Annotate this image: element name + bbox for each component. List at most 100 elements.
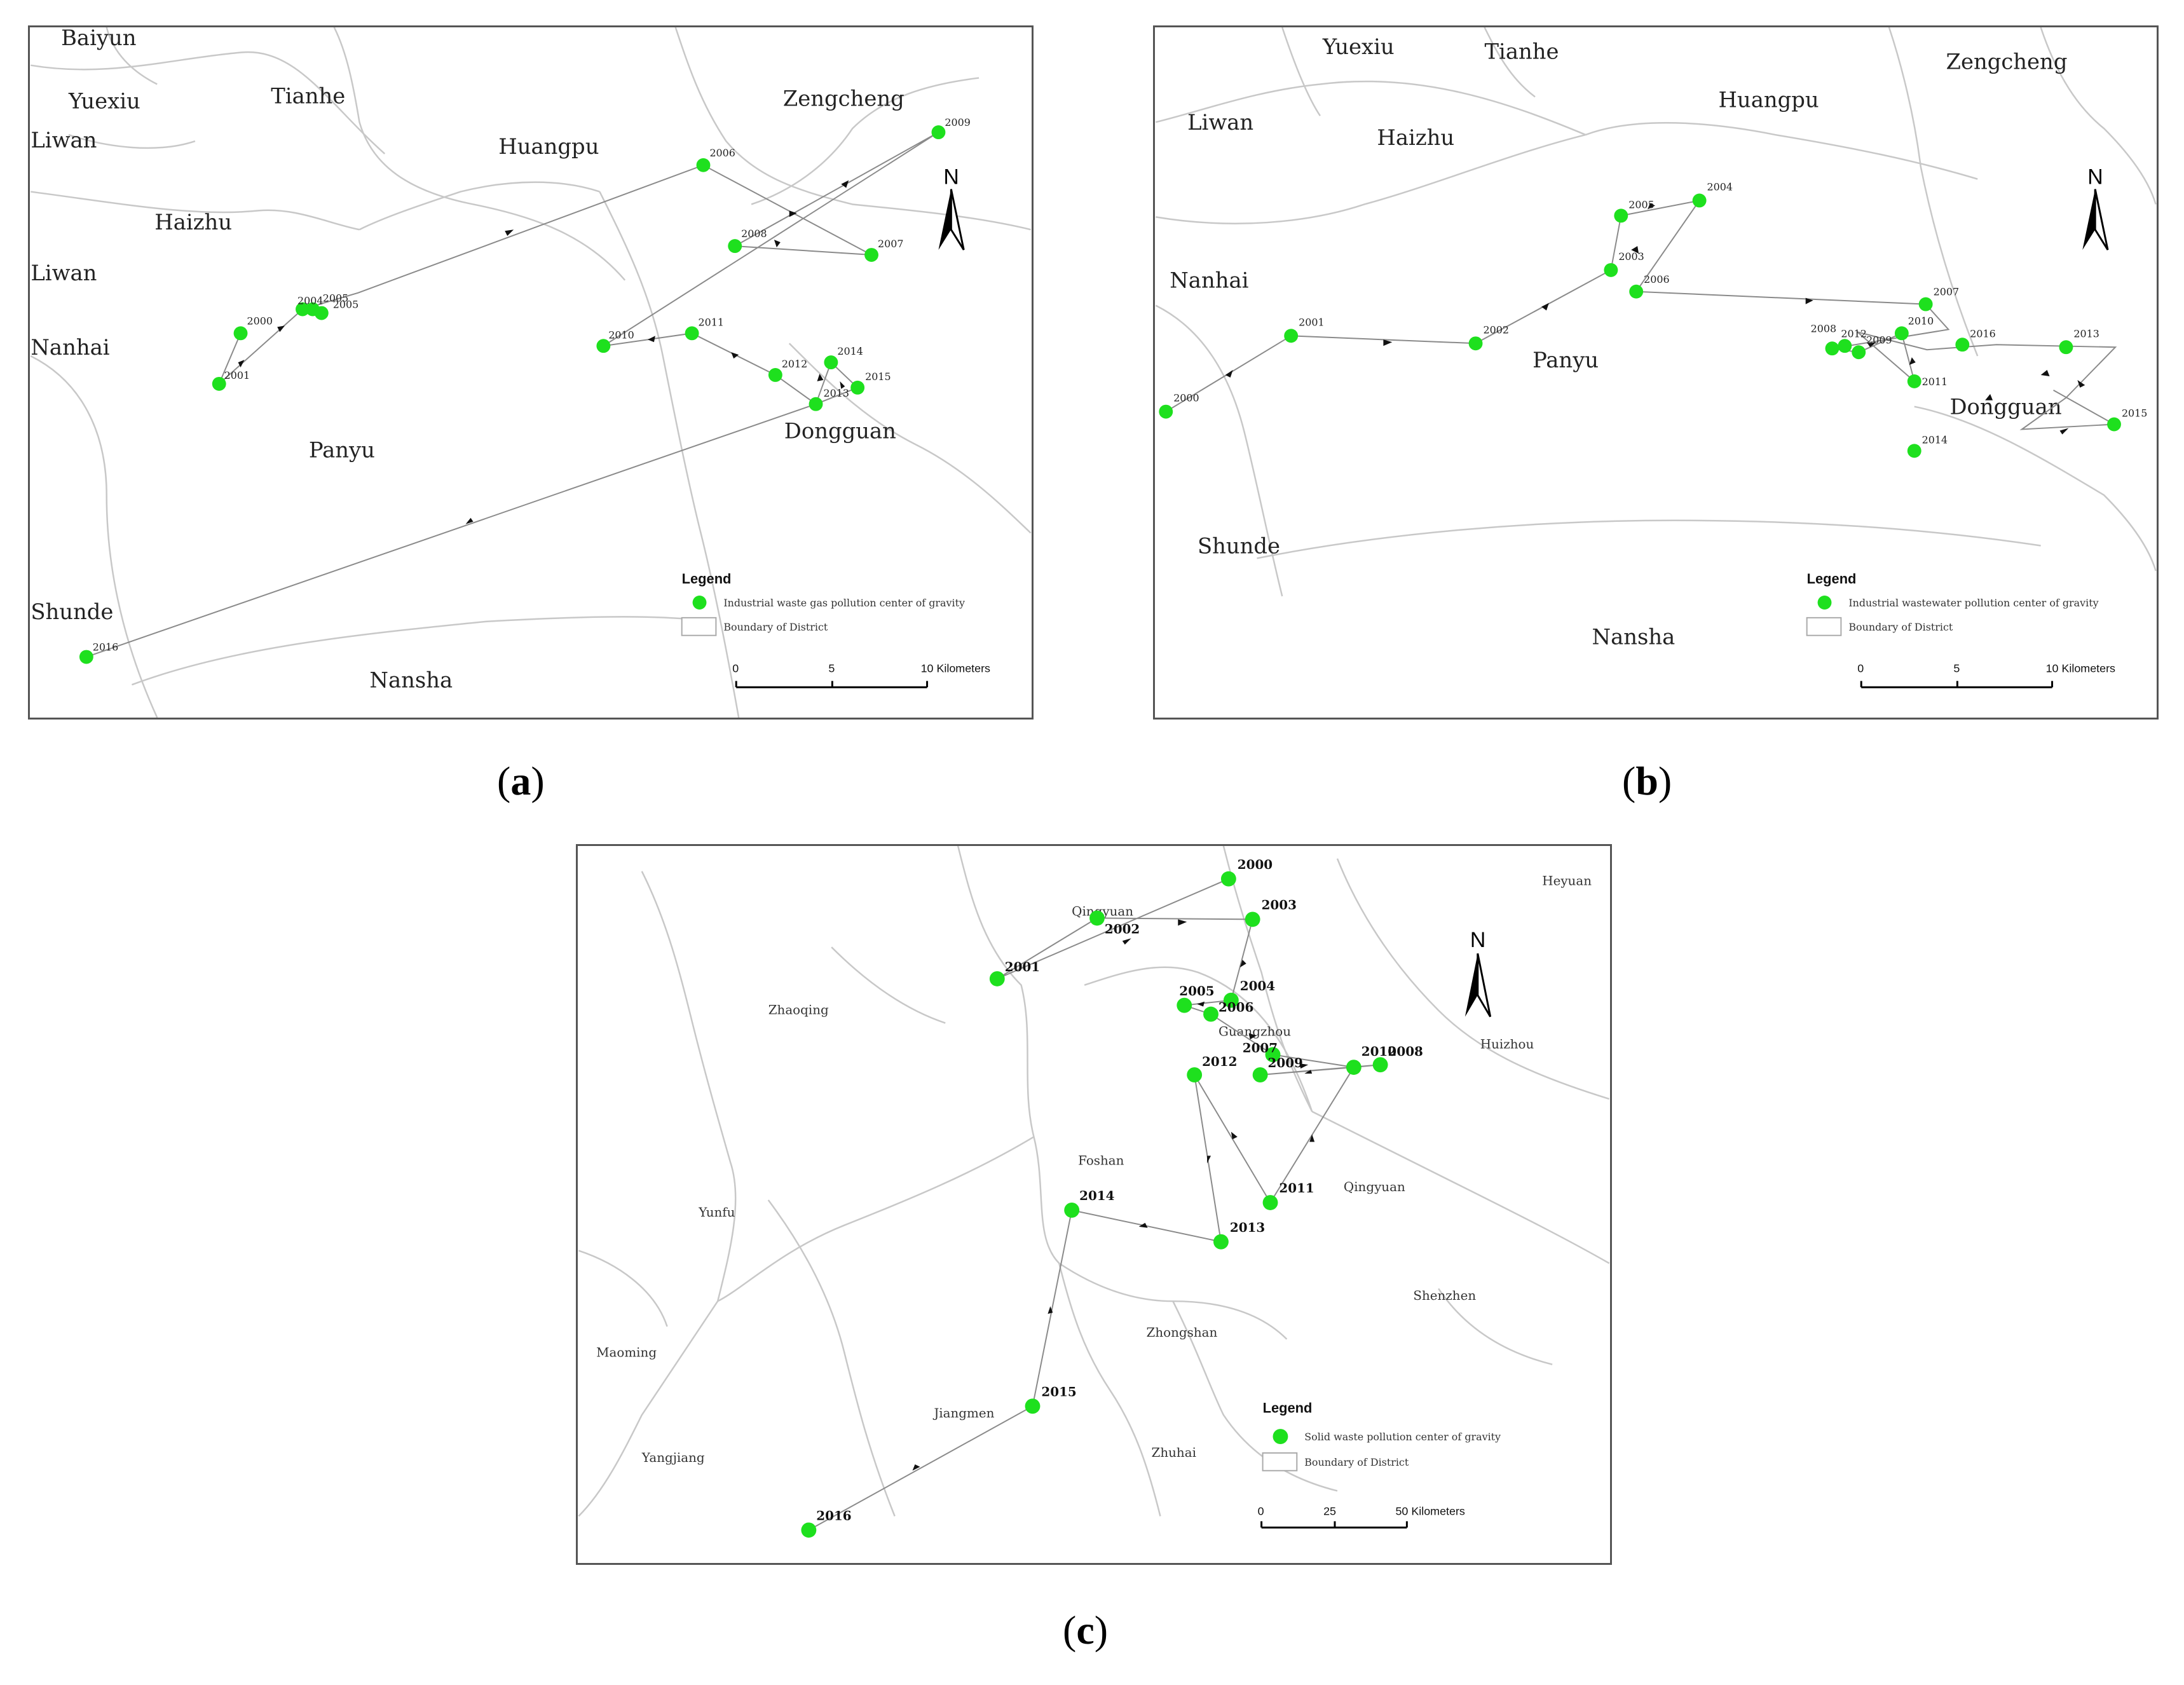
gravity-point [314,306,329,320]
direction-arrow [1541,303,1549,311]
legend-point-icon [692,596,707,610]
district-label: Zhaoqing [768,1003,829,1018]
year-labels: 2000 2001 2002 2003 2004 2005 2006 2007 … [816,857,1423,1524]
gravity-point [1187,1067,1203,1083]
year-label: 2004 [297,295,323,307]
direction-arrow [2077,379,2085,388]
direction-arrow [1048,1306,1053,1314]
year-label: 2009 [1866,334,1892,346]
gravity-point [1907,374,1921,388]
map-a-svg: Baiyun Yuexiu Tianhe Liwan Huangpu Zengc… [30,27,1032,718]
year-label: 2013 [823,387,849,399]
year-label: 2002 [1105,921,1140,936]
legend-boundary-icon [681,617,717,636]
direction-arrow [2040,370,2050,376]
year-label: 2010 [608,329,634,341]
direction-arrow [1122,938,1131,945]
year-label: 2007 [1934,286,1959,298]
district-label: Foshan [1078,1153,1124,1168]
year-label: 2001 [1005,959,1040,974]
district-label: Liwan [31,261,97,285]
map-c-svg: Heyuan Qingyuan Zhaoqing Guangzhou Huizh… [578,846,1610,1538]
gravity-point [1604,263,1618,277]
direction-arrow [238,360,245,368]
north-arrow: N [1464,928,1492,1018]
year-label: 2006 [709,147,735,159]
direction-arrow [1239,960,1246,967]
district-label: Guangzhou [1218,1024,1291,1039]
year-label: 2003 [1618,250,1644,263]
gravity-point [1918,297,1933,311]
year-label: 2000 [1173,392,1199,404]
year-label: 2011 [1279,1180,1314,1196]
district-label: Huizhou [1480,1037,1534,1051]
direction-arrow [774,240,781,248]
panel-caption-b: (b) [1622,758,1672,803]
gravity-point [728,239,742,254]
scale-bar: 0 25 50 Kilometers [1258,1504,1465,1529]
year-label: 2005 [323,292,348,304]
year-label: 2015 [2122,407,2147,420]
year-label: 2012 [1202,1054,1237,1069]
district-label: Tianhe [1484,39,1559,64]
gravity-point [809,397,823,411]
direction-arrow [912,1464,920,1471]
north-arrow-icon [950,189,965,250]
district-label: Zhongshan [1147,1325,1218,1340]
north-arrow: N [2082,165,2109,250]
gravity-point [1955,338,1970,352]
year-label: 2009 [1268,1055,1303,1070]
caption-letter: b [1635,758,1658,803]
year-label: 2001 [1299,316,1324,328]
direction-arrow [1383,339,1393,346]
direction-arrow [1231,1131,1238,1140]
district-label: Zhuhai [1152,1445,1196,1460]
north-arrow-icon [2094,189,2109,250]
gravity-point [1346,1060,1362,1075]
district-label: Baiyun [61,27,136,50]
district-label: Yuexiu [68,88,140,113]
gravity-point [864,248,878,262]
gravity-point [989,971,1005,986]
district-label: Qingyuan [1344,1180,1405,1194]
gravity-point [824,355,838,370]
district-label: Haizhu [1377,125,1454,150]
gravity-point [1825,341,1839,356]
direction-arrow [1197,1001,1205,1007]
district-label: Yangjiang [641,1450,705,1465]
legend-title: Legend [1807,571,1857,587]
direction-arrow [840,381,845,389]
direction-arrow [2059,428,2069,435]
gravity-point [1894,326,1909,341]
gravity-point [1838,339,1852,353]
year-label: 2008 [741,228,767,240]
gravity-point [1629,284,1644,299]
direction-arrow [1138,1222,1148,1228]
scale-tick: 50 Kilometers [1395,1504,1464,1517]
direction-arrow [1225,370,1233,378]
year-labels: 2000 2001 2004 2005 2006 2007 2008 2009 … [93,116,971,653]
gravity-point [1064,1203,1080,1218]
district-label: Maoming [596,1346,657,1360]
gravity-point [1252,1067,1268,1083]
direction-arrow [817,373,824,381]
gravity-point [233,326,248,341]
district-label: Shunde [31,599,113,624]
gravity-points [801,871,1388,1538]
gravity-point [1220,871,1236,887]
legend-point-label: Industrial wastewater pollution center o… [1848,597,2098,609]
year-label: 2009 [945,116,970,128]
district-label: Zengcheng [783,86,904,111]
north-arrow-icon [1464,953,1478,1017]
year-label: 2006 [1218,1000,1253,1015]
scale-tick: 10 Kilometers [921,662,990,674]
gravity-point [1262,1195,1278,1210]
district-boundaries [578,846,1610,1517]
gravity-point [850,380,865,395]
year-label: 2010 [1362,1044,1396,1059]
district-label: Nanhai [1170,268,1248,293]
scale-tick: 10 Kilometers [2046,662,2115,674]
year-label: 2005 [333,299,358,311]
north-arrow-icon [2082,189,2096,250]
gravity-point [931,125,946,140]
